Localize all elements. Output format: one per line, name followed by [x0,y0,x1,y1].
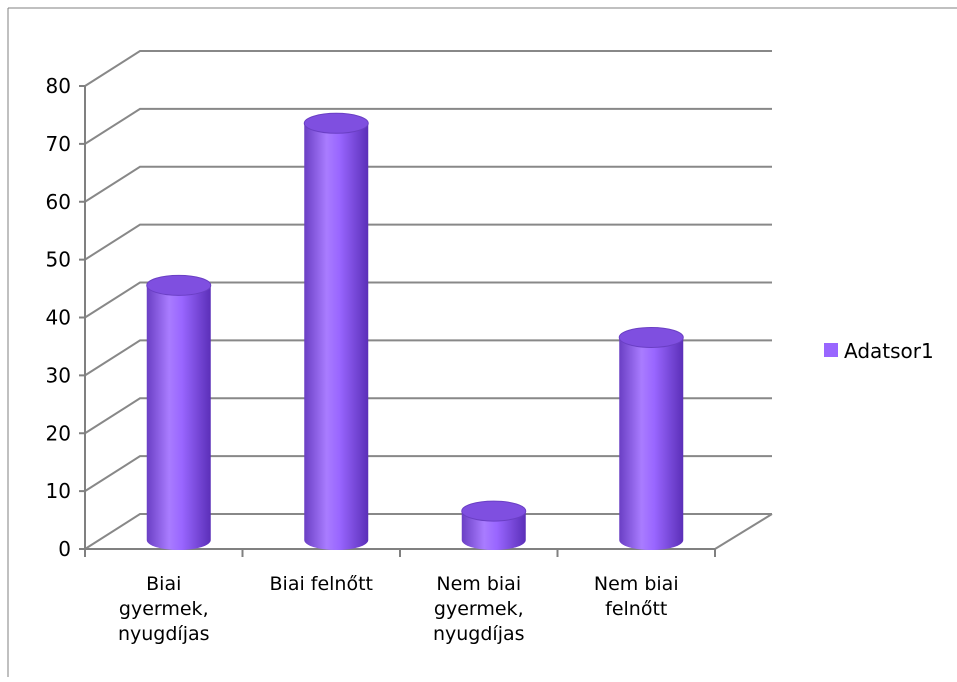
gridline-70 [84,107,772,145]
legend-label-adatsor1: Adatsor1 [844,339,934,363]
bar-top-3 [461,500,527,522]
gridline-0 [84,513,772,550]
bar-3 [461,500,527,550]
floor-right-edge [714,513,773,550]
y-tick-label-60: 60 [46,190,71,214]
x-category-label-3: Nem biai gyermek, nyugdíjas [433,573,525,645]
bar-2 [303,112,369,551]
gridline-50 [84,223,772,261]
label-layer: 0 10 20 30 40 50 60 70 80 Biai gyermek, nyugdíjas Bi… [46,74,679,645]
gridline-80 [84,50,772,87]
bar-top-1 [146,274,212,296]
y-tick-label-70: 70 [46,132,71,156]
bar-top-4 [618,326,684,348]
bar-1 [146,274,212,550]
legend: Adatsor1 [824,339,934,363]
bar-4 [618,326,684,550]
x-category-label-2: Biai felnőtt [270,573,374,595]
gridline-40 [84,281,772,319]
y-tick-label-80: 80 [46,74,71,98]
y-tick-label-0: 0 [58,537,71,561]
bar-body-3 [461,511,526,550]
gridline-10 [84,455,772,492]
gridline-60 [84,165,772,203]
legend-swatch [824,343,838,357]
grid-layer [84,50,772,550]
bar-body-1 [146,285,211,550]
y-tick-label-40: 40 [46,306,71,330]
bar-body-2 [304,123,369,551]
bar-body-4 [619,337,684,550]
axis-layer [79,85,773,557]
y-tick-label-50: 50 [46,248,71,272]
y-tick-label-30: 30 [46,363,71,387]
bar-top-2 [303,112,369,134]
bar-layer [146,112,684,551]
x-category-label-4: Nem biai felnőtt [594,573,679,620]
y-tick-label-10: 10 [46,479,71,503]
gridline-30 [84,339,772,377]
y-tick-label-20: 20 [46,421,71,445]
gridline-20 [84,397,772,435]
x-category-label-1: Biai gyermek, nyugdíjas [118,573,210,645]
